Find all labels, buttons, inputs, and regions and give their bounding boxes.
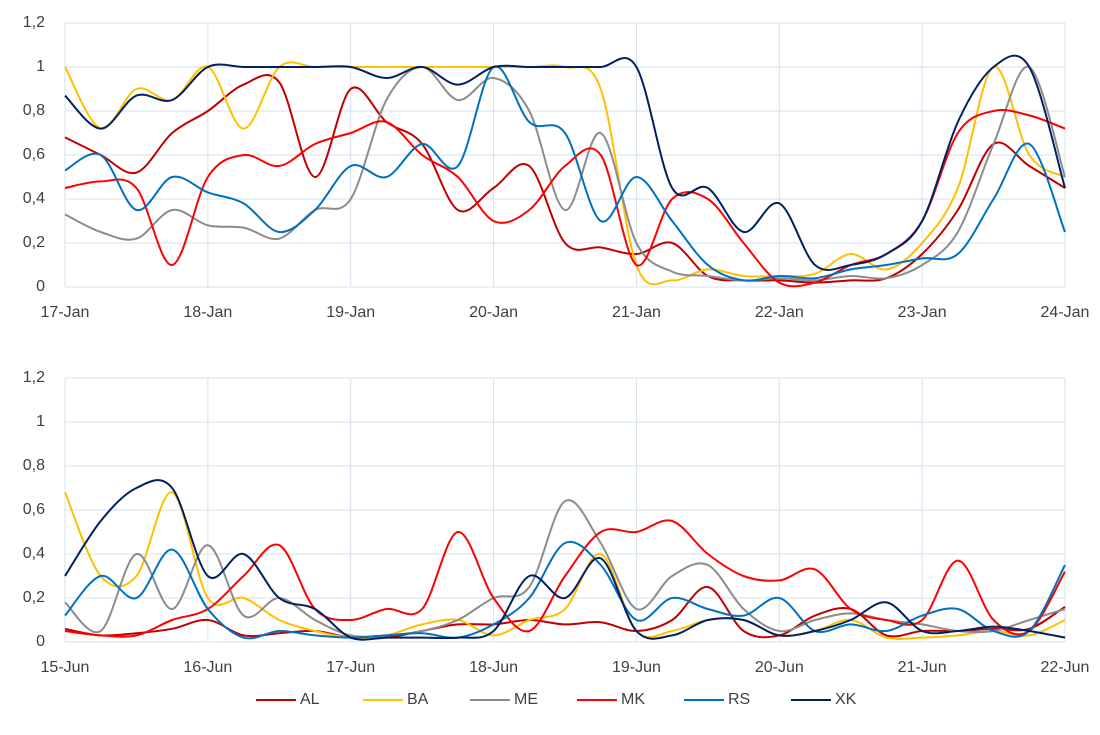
series-line [64, 74, 1066, 284]
legend-label: XK [835, 691, 857, 708]
y-tick-label: 0,6 [23, 146, 45, 163]
x-tick-label: 20-Jan [469, 304, 518, 321]
y-tick-label: 0,4 [23, 545, 45, 562]
x-tick-label: 21-Jan [612, 304, 661, 321]
series-line [64, 65, 1066, 282]
legend-label: BA [407, 691, 429, 708]
y-tick-label: 0 [36, 278, 45, 295]
y-tick-label: 0,2 [23, 234, 45, 251]
x-tick-label: 17-Jan [41, 304, 90, 321]
y-tick-label: 0,2 [23, 589, 45, 606]
y-tick-label: 1 [36, 58, 45, 75]
y-tick-label: 1,2 [23, 369, 45, 386]
x-tick-label: 19-Jan [326, 304, 375, 321]
x-tick-label: 20-Jun [755, 659, 804, 676]
legend-label: RS [728, 691, 750, 708]
series-line [64, 491, 1066, 640]
y-tick-label: 0,8 [23, 457, 45, 474]
x-tick-label: 21-Jun [898, 659, 947, 676]
y-tick-label: 0,8 [23, 102, 45, 119]
x-tick-label: 18-Jan [183, 304, 232, 321]
x-tick-label: 24-Jan [1041, 304, 1090, 321]
x-tick-label: 18-Jun [469, 659, 518, 676]
x-tick-label: 19-Jun [612, 659, 661, 676]
legend-label: AL [300, 691, 320, 708]
x-tick-label: 22-Jan [755, 304, 804, 321]
legend-label: ME [514, 691, 538, 708]
series-line [64, 54, 1066, 271]
y-tick-label: 1 [36, 413, 45, 430]
series-line [64, 586, 1066, 640]
series-line [64, 61, 1066, 286]
x-tick-label: 23-Jan [898, 304, 947, 321]
x-tick-label: 15-Jun [41, 659, 90, 676]
series-line [64, 540, 1066, 640]
x-tick-label: 22-Jun [1041, 659, 1090, 676]
series-line [64, 479, 1066, 641]
series-line [64, 65, 1066, 282]
y-tick-label: 0,6 [23, 501, 45, 518]
x-tick-label: 16-Jun [183, 659, 232, 676]
x-tick-label: 17-Jun [326, 659, 375, 676]
legend-label: MK [621, 691, 645, 708]
y-tick-label: 0,4 [23, 190, 45, 207]
y-tick-label: 1,2 [23, 14, 45, 31]
y-tick-label: 0 [36, 633, 45, 650]
